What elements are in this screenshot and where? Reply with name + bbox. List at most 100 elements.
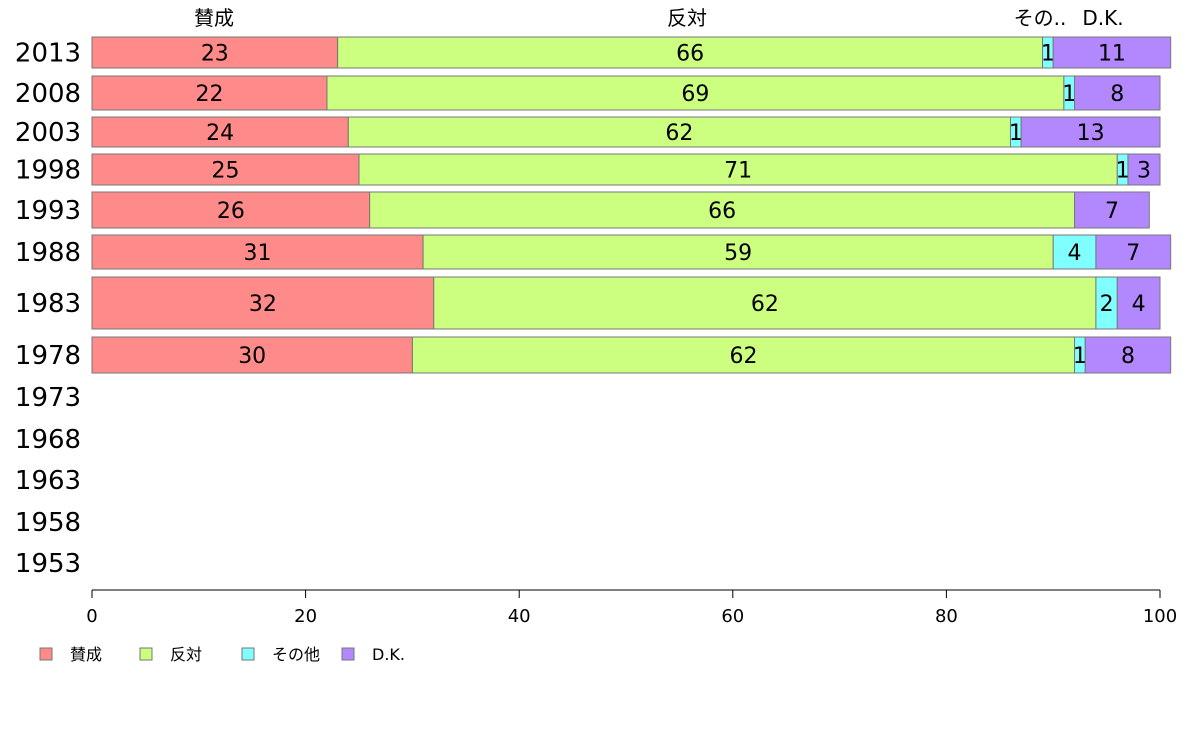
x-tick-label-20: 20 [294,606,317,627]
legend-label-0: 賛成 [70,645,102,664]
x-tick-label-100: 100 [1143,606,1177,627]
year-label-1958: 1958 [15,508,81,538]
bar-segment-2003-3 [1020,116,1161,148]
bar-label-2003-0: 24 [206,121,234,146]
bar-row-2013: 23 66 1 11 [91,36,1172,69]
x-tick-label-0: 0 [86,606,97,627]
bar-segment-2008-0 [91,75,328,111]
bar-segment-2013-3 [1052,36,1172,69]
bar-row-1983: 32 62 2 4 [91,276,1161,330]
bar-segment-1983-0 [91,276,435,330]
bar-row-2008: 22 69 1 8 [91,75,1161,111]
bar-row-1998: 25 71 1 3 [91,153,1161,186]
bar-segment-1993-0 [91,191,371,229]
legend-swatch-0 [39,647,53,661]
bar-label-1998-2: 1 [1116,159,1130,184]
bar-label-1978-0: 30 [238,344,266,369]
legend-item-2: その他 [241,645,320,664]
bar-label-2013-1: 66 [676,42,704,67]
year-label-1998: 1998 [15,156,81,186]
column-header-0: 賛成 [194,6,234,30]
bar-label-2003-2: 1 [1009,121,1023,146]
year-label-1953: 1953 [15,549,81,579]
bar-segment-1998-1 [358,153,1118,186]
year-label-1963: 1963 [15,466,81,496]
bar-label-1993-3: 7 [1105,199,1119,224]
bar-label-1983-3: 4 [1132,292,1146,317]
bar-segment-2008-3 [1074,75,1161,111]
bar-segment-1993-1 [369,191,1076,229]
bar-label-2008-2: 1 [1062,82,1076,107]
year-label-1993: 1993 [15,196,81,226]
bar-row-1993: 26 66 7 [91,191,1150,229]
bar-label-1983-0: 32 [249,292,277,317]
bar-label-2008-0: 22 [195,82,223,107]
legend-label-2: その他 [272,645,320,664]
bar-label-1993-1: 66 [708,199,736,224]
bar-label-1998-0: 25 [212,159,240,184]
bar-label-2013-3: 11 [1098,42,1126,67]
x-axis: 0 20 40 60 80 100 [86,589,1177,627]
bar-label-1993-0: 26 [217,199,245,224]
column-headers: 賛成 反対 その.. D.K. [194,6,1124,30]
bar-segment-1983-1 [433,276,1097,330]
bar-segment-1988-3 [1095,234,1172,270]
bar-row-2003: 24 62 1 13 [91,116,1161,148]
x-tick-label-80: 80 [935,606,958,627]
legend-swatch-2 [241,647,255,661]
bar-label-1988-0: 31 [244,241,272,266]
bar-label-2013-2: 1 [1041,42,1055,67]
x-tick-label-60: 60 [721,606,744,627]
bar-segment-1998-0 [91,153,360,186]
bar-segment-1988-1 [422,234,1054,270]
bar-label-1978-1: 62 [729,344,757,369]
bar-segment-2013-0 [91,36,339,69]
bar-label-1983-1: 62 [751,292,779,317]
bar-segment-1998-3 [1127,153,1161,186]
legend-swatch-3 [341,647,355,661]
legend-item-1: 反対 [139,645,202,664]
bar-label-2008-3: 8 [1110,82,1124,107]
bar-label-2003-1: 62 [665,121,693,146]
bar-label-1988-1: 59 [724,241,752,266]
legend-label-3: D.K. [372,645,405,664]
bar-label-1998-1: 71 [724,159,752,184]
year-label-1983: 1983 [15,289,81,319]
year-label-1988: 1988 [15,238,81,268]
year-label-2008: 2008 [15,79,81,109]
legend-swatch-1 [139,647,153,661]
bar-segment-1988-2 [1052,234,1097,270]
year-label-2013: 2013 [15,39,81,69]
bar-segment-2003-0 [91,116,349,148]
legend-label-1: 反対 [170,645,202,664]
bar-row-1978: 30 62 1 8 [91,336,1172,374]
bar-segment-1993-3 [1074,191,1150,229]
legend-item-3: D.K. [341,645,405,664]
bar-label-1998-3: 3 [1137,159,1151,184]
bar-label-1978-2: 1 [1073,344,1087,369]
column-header-2: その.. [1014,6,1067,30]
bar-segment-2008-1 [326,75,1065,111]
year-label-1973: 1973 [15,383,81,413]
legend: 賛成 反対 その他 D.K. [39,645,405,664]
bar-segment-2003-1 [347,116,1011,148]
bar-label-1978-3: 8 [1121,344,1135,369]
bar-segment-2013-1 [337,36,1044,69]
bar-segment-1983-3 [1116,276,1161,330]
year-label-1968: 1968 [15,425,81,455]
bar-segment-1978-0 [91,336,413,374]
bar-label-1988-2: 4 [1068,241,1082,266]
bar-segment-1978-3 [1084,336,1172,374]
x-tick-label-40: 40 [508,606,531,627]
bar-label-2008-1: 69 [681,82,709,107]
year-label-2003: 2003 [15,118,81,148]
column-header-3: D.K. [1082,6,1123,30]
bar-label-1988-3: 7 [1126,241,1140,266]
bar-label-2003-3: 13 [1077,121,1105,146]
year-labels: 2013 2008 2003 1998 1993 1988 1983 1978 1973 1968… [15,39,81,580]
column-header-1: 反対 [667,6,707,30]
bar-segment-1988-0 [91,234,424,270]
year-label-1978: 1978 [15,341,81,371]
bar-label-1983-2: 2 [1100,292,1114,317]
